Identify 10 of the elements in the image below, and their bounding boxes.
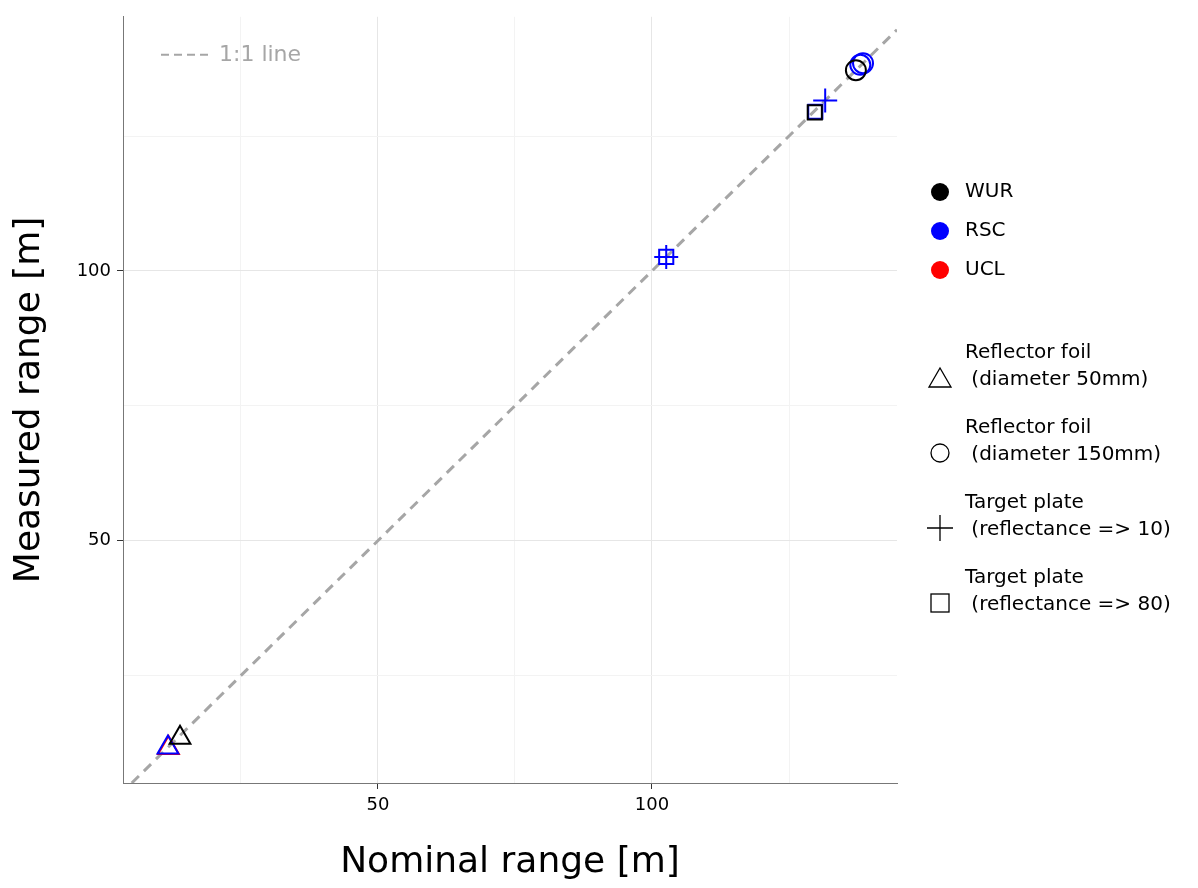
y-axis-title: Measured range [m]	[5, 216, 47, 584]
legend-label: 1:1 line	[219, 40, 302, 66]
legend-label: RSC	[965, 217, 1006, 242]
text: Target plate (reflectance => 10)	[965, 488, 1171, 542]
legend-label: UCL	[965, 256, 1006, 281]
legend-label: WUR	[965, 178, 1014, 203]
text: Reflector foil (diameter 150mm)	[965, 413, 1163, 467]
text: Target plate (reflectance => 80)	[965, 563, 1171, 617]
x-axis-title: Nominal range [m]	[340, 838, 680, 880]
text: Reflector foil (diameter 50mm)	[965, 338, 1150, 392]
